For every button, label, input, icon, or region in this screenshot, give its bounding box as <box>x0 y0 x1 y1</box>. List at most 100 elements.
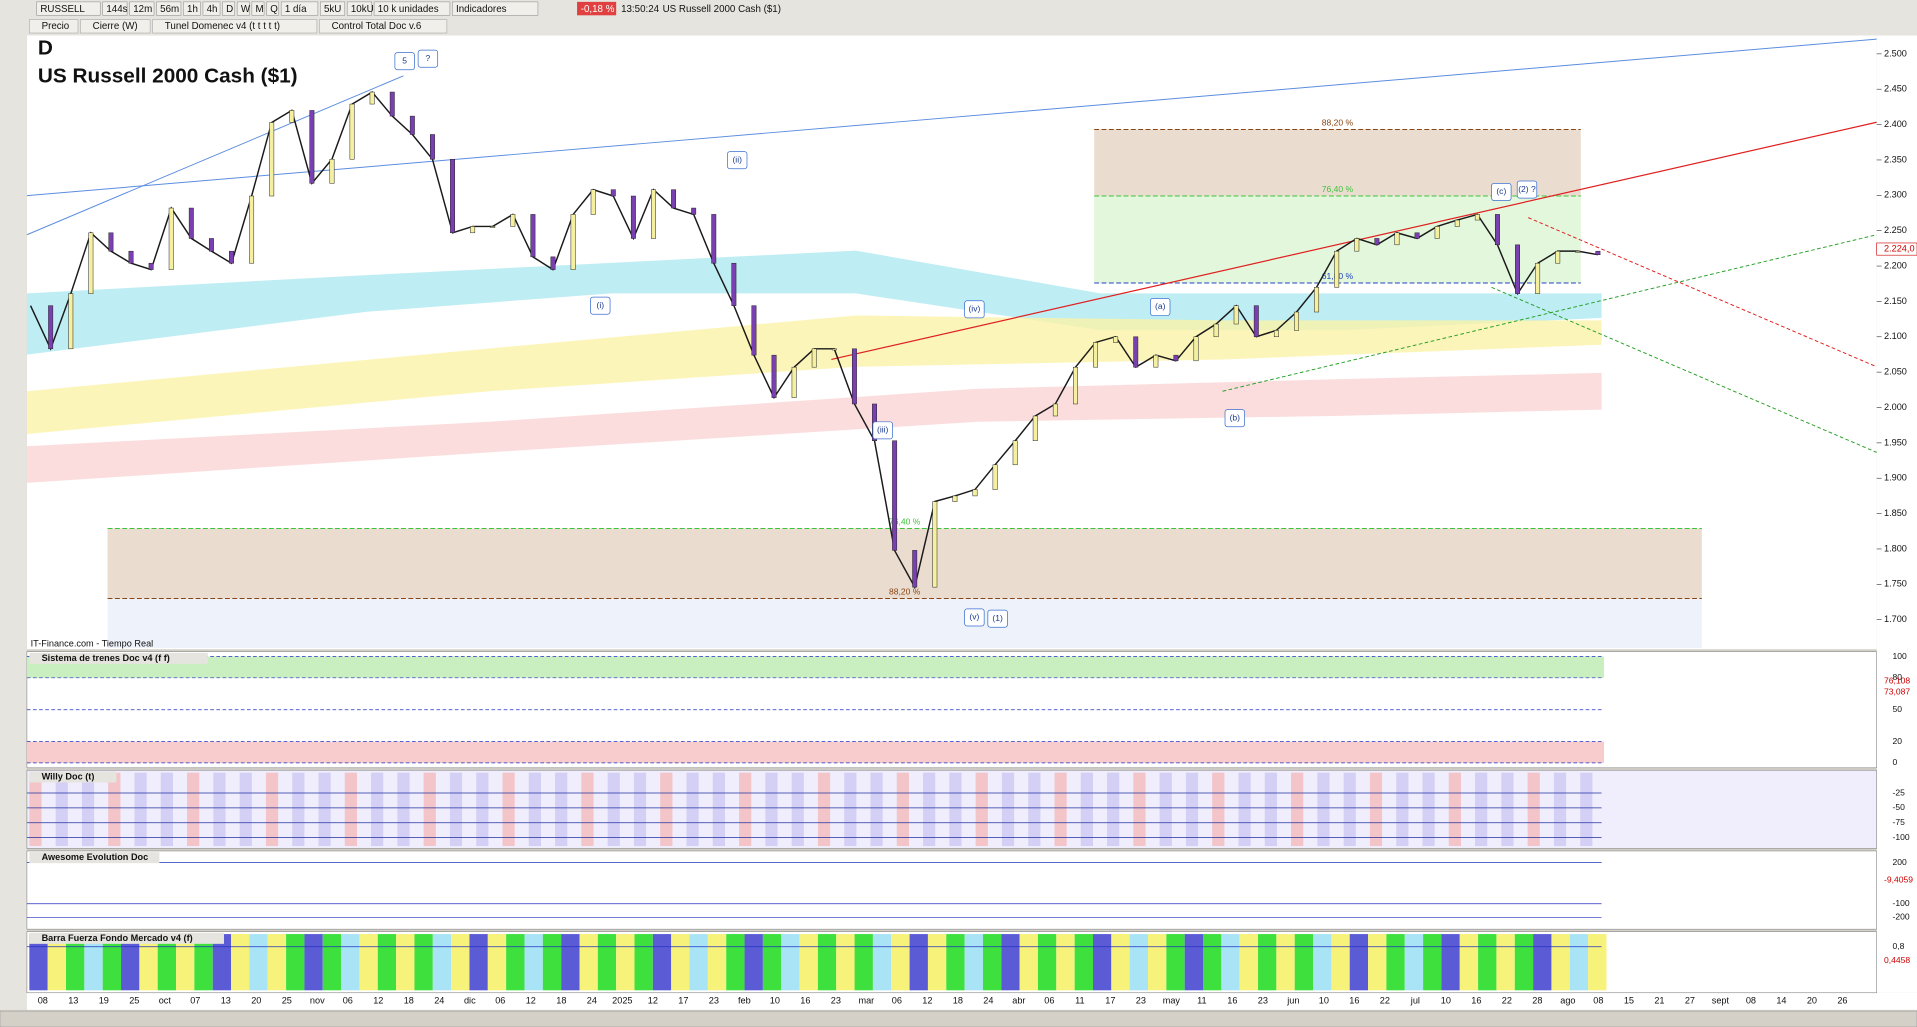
x-tick-label: jul <box>1410 996 1420 1006</box>
strength-stripe <box>1588 934 1607 991</box>
signal-stripe <box>134 772 147 847</box>
strength-stripe <box>1276 934 1295 991</box>
candle <box>1334 250 1340 288</box>
strength-stripe <box>66 934 85 991</box>
candle <box>1233 305 1239 325</box>
interval-select[interactable] <box>280 1 319 16</box>
candle <box>1052 403 1058 417</box>
strength-stripe <box>359 934 378 991</box>
strength-stripe <box>1294 934 1314 991</box>
signal-stripe <box>502 772 515 847</box>
y-tick-label: 50 <box>1893 704 1903 714</box>
strength-stripe <box>836 934 855 991</box>
interval-button[interactable] <box>236 1 250 16</box>
scrollbar[interactable] <box>0 1010 1917 1027</box>
strength-stripe <box>341 934 360 991</box>
interval-button[interactable] <box>202 1 221 16</box>
x-tick-label: 12 <box>648 996 658 1006</box>
source: IT-Finance.com - Tiempo Real <box>31 639 154 649</box>
wave-label: (b) <box>1230 412 1241 422</box>
interval-button[interactable] <box>129 1 155 16</box>
overbought-zone <box>26 656 1605 678</box>
wave-box <box>964 608 985 627</box>
candle <box>1153 354 1159 368</box>
overlay-tab[interactable] <box>29 19 79 34</box>
period-label: D <box>38 36 53 59</box>
interval-button[interactable] <box>222 1 236 16</box>
strength-stripe <box>1551 934 1570 991</box>
y-tick-label: 1.800 <box>1884 543 1907 553</box>
strength-stripe <box>1441 934 1460 991</box>
overlay-tab[interactable] <box>152 19 318 34</box>
interval-button[interactable] <box>251 1 265 16</box>
signal-stripe <box>239 772 252 847</box>
strength-stripe <box>689 934 708 991</box>
y-tick-label: 2.200 <box>1884 260 1907 270</box>
interval-button[interactable] <box>266 1 280 16</box>
signal-stripe <box>870 772 883 847</box>
strength-stripe <box>597 934 617 991</box>
strength-stripe <box>1569 934 1589 991</box>
candle <box>188 207 194 239</box>
x-tick-label: 18 <box>953 996 963 1006</box>
strength-stripe <box>964 934 983 991</box>
interval-button[interactable] <box>102 1 128 16</box>
x-tick-label: 18 <box>404 996 414 1006</box>
x-tick-label: 16 <box>800 996 810 1006</box>
candle <box>550 256 556 270</box>
candle <box>108 232 114 252</box>
signal-stripe <box>1501 772 1514 847</box>
last-price: 2.224,0 <box>1884 243 1915 253</box>
overlay-tab[interactable] <box>80 19 151 34</box>
x-tick-label: 28 <box>1532 996 1542 1006</box>
units-button[interactable] <box>320 1 346 16</box>
x-tick-label: 08 <box>38 996 48 1006</box>
y-tick-label: 1.700 <box>1884 614 1907 624</box>
strength-stripe <box>909 934 928 991</box>
signal-stripe <box>1291 772 1304 847</box>
indicators-button[interactable] <box>452 1 539 16</box>
signal-stripe <box>581 772 594 847</box>
signal-stripe <box>1422 772 1435 847</box>
strength-stripe <box>469 934 488 991</box>
x-tick-label: 27 <box>1685 996 1695 1006</box>
candle <box>1173 354 1179 362</box>
symbol-select[interactable] <box>36 1 101 16</box>
signal-stripe <box>975 772 988 847</box>
units-button[interactable] <box>346 1 372 16</box>
x-tick-label: 25 <box>129 996 139 1006</box>
candle <box>1414 232 1420 239</box>
strength-stripe <box>176 934 195 991</box>
strength-stripe <box>652 934 672 991</box>
candle <box>1133 336 1139 368</box>
candle <box>1434 226 1440 239</box>
signal-stripe <box>81 772 95 847</box>
strength-stripe <box>451 934 470 991</box>
candle <box>1394 232 1400 246</box>
oversold-zone <box>26 741 1605 763</box>
interval-button[interactable] <box>183 1 201 16</box>
interval-button-label: W <box>241 4 251 15</box>
price-axis <box>1876 35 1917 993</box>
candle <box>1354 238 1360 252</box>
units-select[interactable] <box>373 1 451 16</box>
left-toolbar <box>0 35 27 1010</box>
signal-stripe <box>29 772 42 847</box>
x-tick-label: 26 <box>1837 996 1847 1006</box>
x-tick-label: dic <box>464 996 476 1006</box>
candle <box>269 122 275 197</box>
strength-stripe <box>817 934 837 991</box>
signal-stripe <box>187 772 200 847</box>
signal-stripe <box>765 772 778 847</box>
strength-stripe <box>1313 934 1332 991</box>
strength-stripe <box>854 934 873 991</box>
candle <box>630 195 636 239</box>
interval-button[interactable] <box>156 1 182 16</box>
overlay-tab[interactable] <box>319 19 448 34</box>
trend-line <box>1528 217 1877 368</box>
x-tick-label: 2025 <box>612 996 632 1006</box>
candle <box>912 550 918 588</box>
signal-stripe <box>712 772 725 847</box>
trend-line <box>26 75 404 236</box>
strength-stripe <box>286 934 305 991</box>
